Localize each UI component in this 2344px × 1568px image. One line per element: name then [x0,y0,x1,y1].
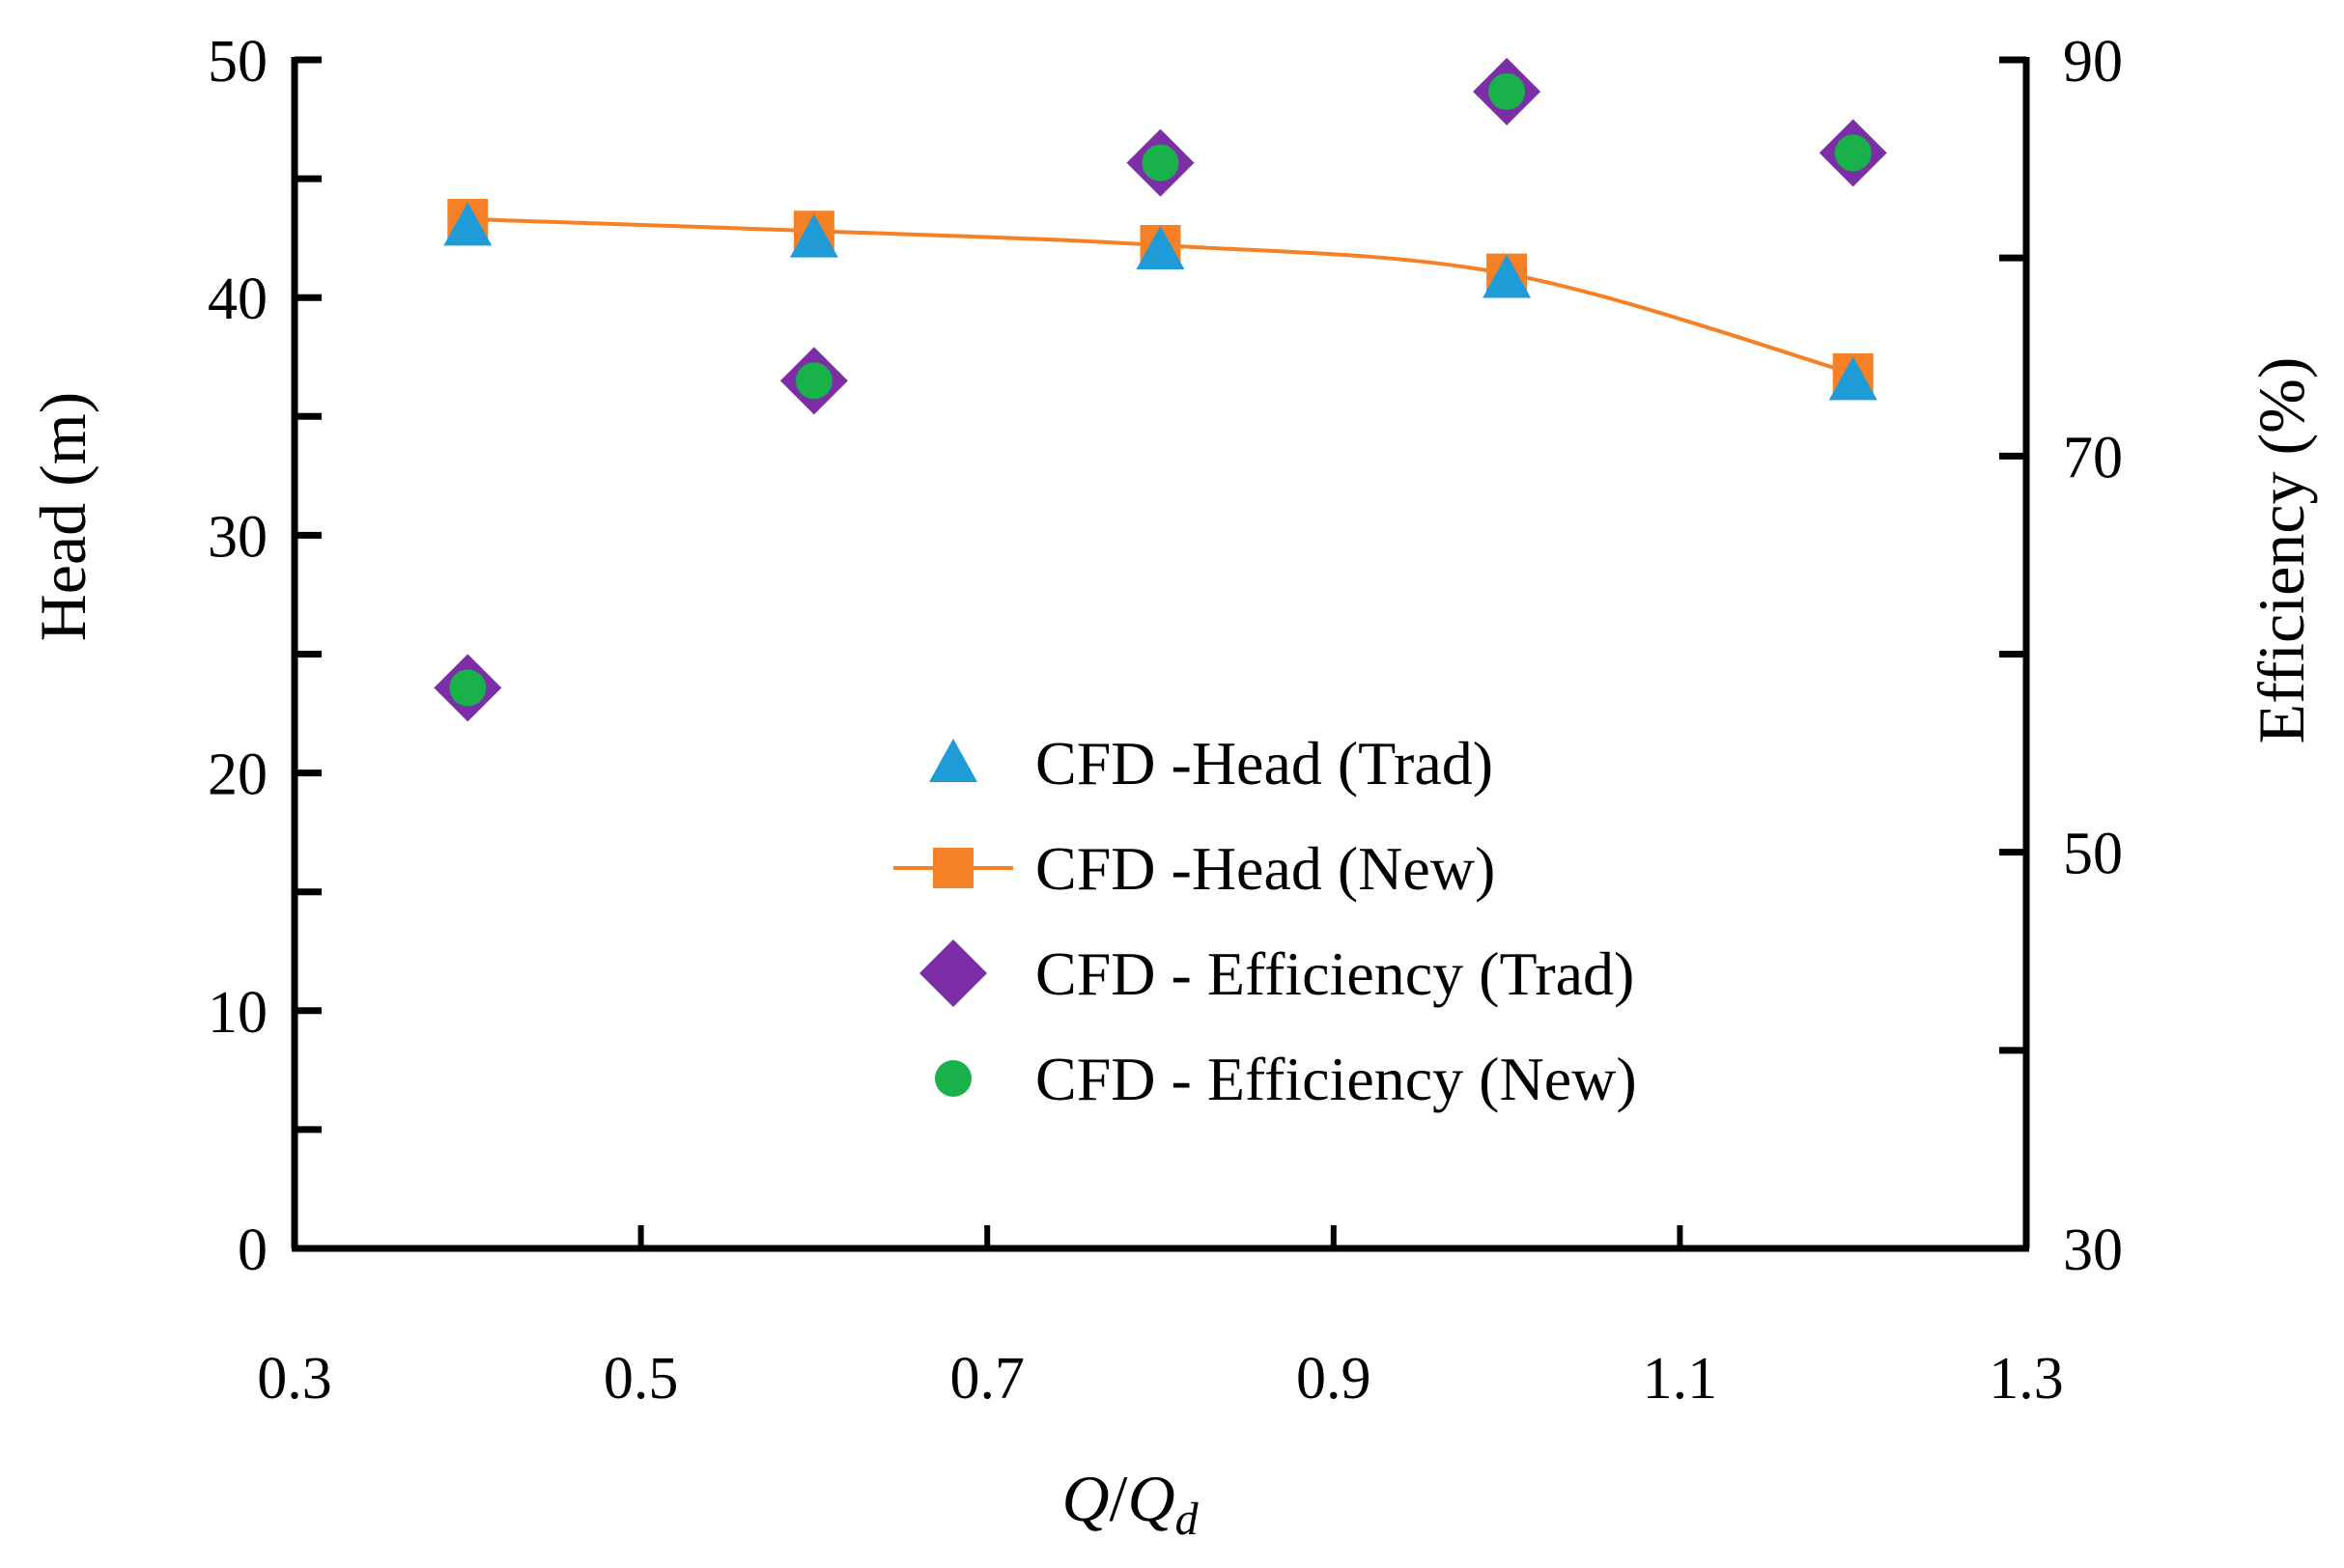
point-triangle [1828,356,1878,401]
legend-marker-triangle [929,739,977,782]
y-left-tick-label: 20 [208,742,268,808]
point-circle [449,669,487,707]
legend-label: CFD -Head (Trad) [1035,729,1493,798]
point-circle [1142,144,1179,182]
x-axis-label: Q/Qd [1061,1462,1199,1545]
x-tick-label: 0.3 [257,1346,332,1412]
point-circle [1488,72,1526,110]
plot-marks [434,57,1887,722]
point-circle [1834,134,1872,172]
point-triangle [443,202,493,246]
legend-label: CFD - Efficiency (New) [1035,1045,1637,1113]
legend-marker-square [933,848,974,888]
x-axis-label-q2: Q [1127,1462,1174,1535]
point-triangle [1136,225,1185,269]
x-tick-label: 1.1 [1643,1346,1718,1412]
x-axis-label-q: Q [1061,1462,1109,1535]
ticks: 0 10 20 30 40 50 30 50 70 90 0.3 0.5 0.7 0.9 1.1 1.3 [208,29,2123,1412]
legend-label: CFD -Head (New) [1035,834,1495,903]
y-left-tick-label: 50 [208,29,268,95]
y-left-tick-label: 10 [208,980,268,1046]
point-triangle [1483,254,1532,298]
y-left-tick-label: 40 [208,266,268,332]
x-tick-label: 0.7 [949,1346,1025,1412]
y-right-tick-label: 30 [2063,1218,2123,1283]
x-axis-label-slash: / [1110,1462,1128,1535]
point-triangle [789,213,838,258]
point-circle [795,362,833,400]
y-axis-left-label: Head (m) [26,392,99,642]
y-axis-right-label: Efficiency (%) [2245,357,2318,744]
legend-marker-circle [935,1060,972,1097]
y-right-tick-label: 90 [2063,29,2123,95]
legend: CFD -Head (Trad) CFD -Head (New) CFD - Eff… [893,729,1637,1113]
y-left-tick-label: 30 [208,504,268,570]
x-tick-label: 0.9 [1296,1346,1371,1412]
y-left-tick-label: 0 [238,1218,268,1283]
x-tick-label: 0.5 [604,1346,679,1412]
x-axis-label-subscript: d [1175,1494,1200,1545]
y-right-tick-label: 50 [2063,822,2123,887]
legend-marker-diamond [919,939,987,1007]
legend-label: CFD - Efficiency (Trad) [1035,939,1634,1008]
axis-titles: Head (m) Efficiency (%) Q/Qd [26,357,2318,1545]
y-right-tick-label: 70 [2063,425,2123,490]
x-tick-label: 1.3 [1989,1346,2064,1412]
